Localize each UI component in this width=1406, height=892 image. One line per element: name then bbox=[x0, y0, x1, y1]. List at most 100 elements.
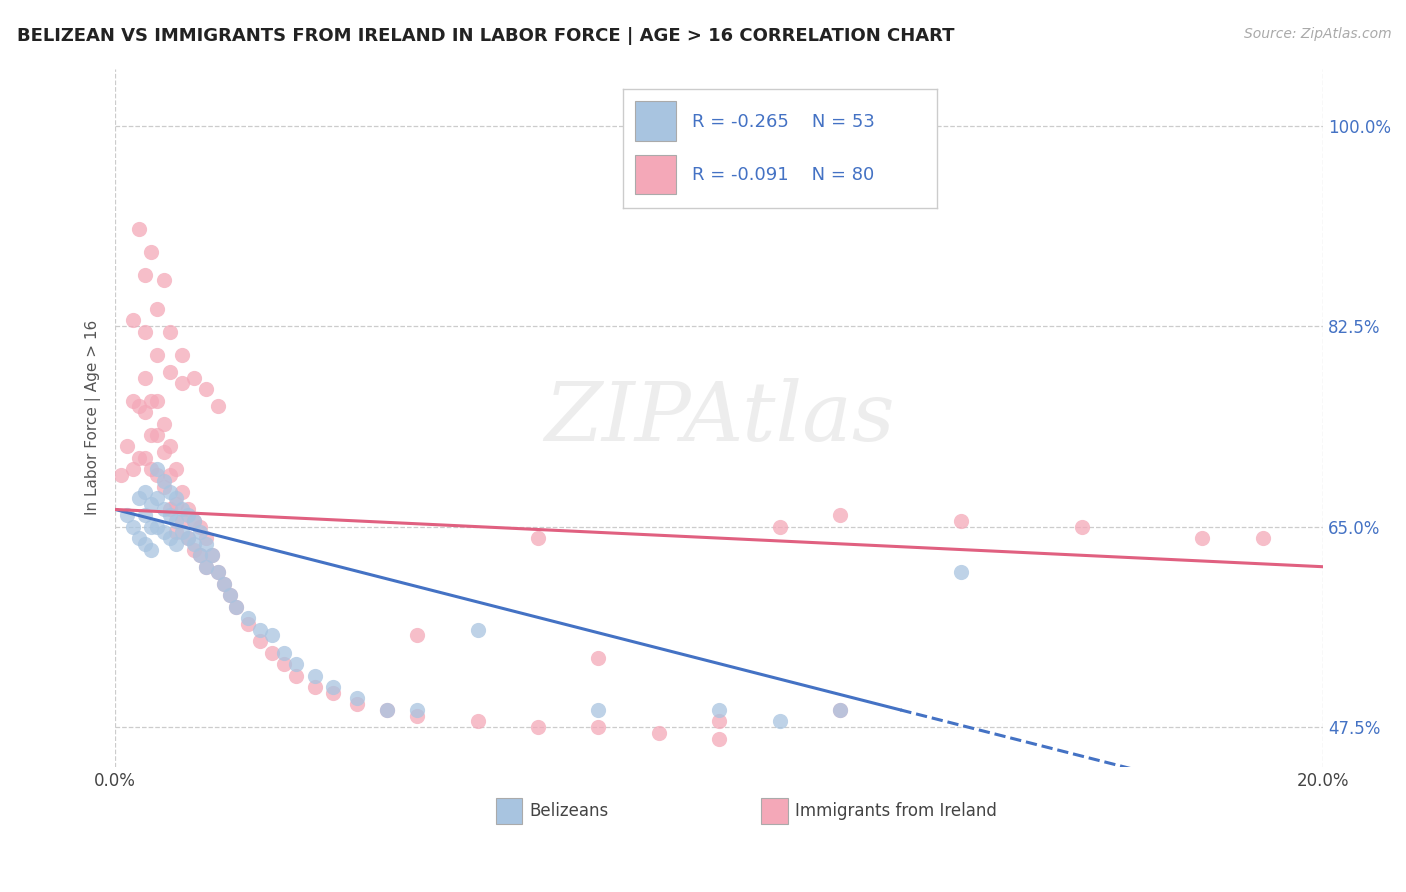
Point bbox=[176, 531, 198, 545]
Point bbox=[141, 542, 163, 557]
Point bbox=[322, 686, 344, 700]
Point bbox=[949, 514, 972, 528]
Point bbox=[146, 491, 169, 505]
Point bbox=[141, 428, 163, 442]
Point bbox=[225, 599, 247, 614]
Point bbox=[122, 393, 145, 408]
Point bbox=[304, 668, 326, 682]
Point bbox=[207, 566, 229, 580]
Point bbox=[828, 703, 851, 717]
Point bbox=[648, 726, 671, 740]
Text: Belizeans: Belizeans bbox=[530, 802, 609, 820]
Point bbox=[194, 537, 217, 551]
Point bbox=[165, 537, 187, 551]
Point bbox=[249, 623, 271, 637]
Point bbox=[146, 301, 169, 316]
Point bbox=[1070, 519, 1092, 533]
Point bbox=[159, 365, 181, 379]
Point bbox=[406, 628, 429, 642]
Point bbox=[128, 531, 150, 545]
Point bbox=[828, 508, 851, 523]
Point bbox=[194, 531, 217, 545]
Point bbox=[768, 519, 790, 533]
Point bbox=[165, 491, 187, 505]
Point bbox=[707, 731, 730, 746]
Point bbox=[141, 497, 163, 511]
Point bbox=[159, 468, 181, 483]
Point bbox=[152, 474, 174, 488]
Point bbox=[346, 697, 368, 711]
Point bbox=[141, 462, 163, 476]
Point bbox=[225, 599, 247, 614]
Point bbox=[1251, 531, 1274, 545]
Point bbox=[588, 703, 610, 717]
Point bbox=[134, 370, 156, 384]
Point bbox=[152, 525, 174, 540]
Point bbox=[122, 519, 145, 533]
Point bbox=[285, 668, 308, 682]
Point bbox=[183, 370, 205, 384]
Point bbox=[159, 440, 181, 454]
Point bbox=[828, 703, 851, 717]
Point bbox=[165, 462, 187, 476]
Point bbox=[146, 519, 169, 533]
Point bbox=[152, 479, 174, 493]
Point bbox=[527, 720, 550, 734]
Point bbox=[152, 502, 174, 516]
Point bbox=[188, 519, 211, 533]
Point bbox=[219, 588, 242, 602]
Text: ZIPAtlas: ZIPAtlas bbox=[544, 378, 894, 458]
Point bbox=[159, 531, 181, 545]
Point bbox=[219, 588, 242, 602]
Point bbox=[183, 514, 205, 528]
Point bbox=[128, 450, 150, 465]
Text: Immigrants from Ireland: Immigrants from Ireland bbox=[796, 802, 997, 820]
Point bbox=[134, 325, 156, 339]
Point bbox=[134, 405, 156, 419]
Point bbox=[122, 313, 145, 327]
Point bbox=[159, 325, 181, 339]
Point bbox=[588, 651, 610, 665]
Point bbox=[188, 549, 211, 563]
Bar bbox=[762, 798, 787, 824]
Point bbox=[194, 382, 217, 396]
Point bbox=[165, 525, 187, 540]
Point bbox=[134, 450, 156, 465]
Bar bbox=[496, 798, 522, 824]
Point bbox=[188, 525, 211, 540]
Point bbox=[134, 537, 156, 551]
Point bbox=[146, 348, 169, 362]
Point bbox=[467, 623, 489, 637]
Point bbox=[527, 531, 550, 545]
Point bbox=[262, 628, 284, 642]
Point bbox=[262, 646, 284, 660]
Point bbox=[212, 577, 235, 591]
Point bbox=[128, 491, 150, 505]
Point bbox=[159, 508, 181, 523]
Point bbox=[201, 549, 224, 563]
Point bbox=[236, 617, 259, 632]
Point bbox=[134, 268, 156, 282]
Point bbox=[176, 502, 198, 516]
Point bbox=[176, 508, 198, 523]
Point bbox=[165, 497, 187, 511]
Point bbox=[236, 611, 259, 625]
Y-axis label: In Labor Force | Age > 16: In Labor Force | Age > 16 bbox=[86, 320, 101, 516]
Point bbox=[170, 376, 193, 391]
Text: BELIZEAN VS IMMIGRANTS FROM IRELAND IN LABOR FORCE | AGE > 16 CORRELATION CHART: BELIZEAN VS IMMIGRANTS FROM IRELAND IN L… bbox=[17, 27, 955, 45]
Point bbox=[188, 549, 211, 563]
Text: Source: ZipAtlas.com: Source: ZipAtlas.com bbox=[1244, 27, 1392, 41]
Point bbox=[170, 514, 193, 528]
Point bbox=[273, 646, 295, 660]
Point bbox=[146, 468, 169, 483]
Point bbox=[170, 348, 193, 362]
Point bbox=[768, 714, 790, 729]
Point bbox=[949, 566, 972, 580]
Point bbox=[152, 273, 174, 287]
Point bbox=[146, 393, 169, 408]
Point bbox=[159, 502, 181, 516]
Point bbox=[128, 222, 150, 236]
Point bbox=[467, 714, 489, 729]
Point bbox=[141, 244, 163, 259]
Point bbox=[183, 537, 205, 551]
